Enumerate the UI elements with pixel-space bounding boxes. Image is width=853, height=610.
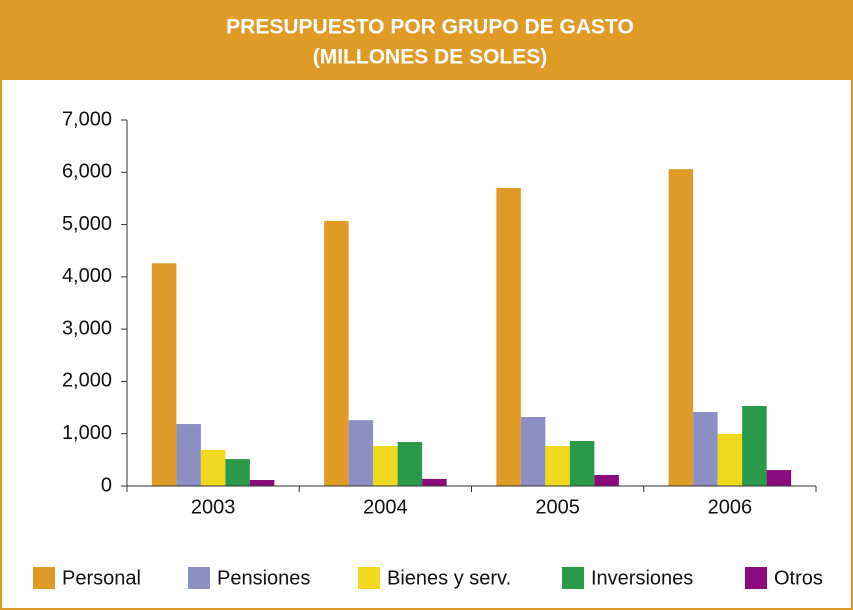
bar	[176, 424, 201, 486]
chart-title: PRESUPUESTO POR GRUPO DE GASTO	[226, 16, 634, 39]
bar	[742, 406, 767, 486]
bar	[717, 433, 743, 486]
legend-swatch	[188, 567, 210, 589]
legend-label: Otros	[774, 567, 823, 589]
bar	[668, 169, 694, 487]
legend-label: Bienes y serv.	[387, 567, 511, 589]
bar	[520, 416, 546, 486]
x-tick-label: 2004	[363, 496, 408, 518]
y-tick-label: 4,000	[62, 265, 112, 287]
bar	[200, 449, 226, 486]
y-tick-label: 2,000	[62, 370, 112, 392]
y-tick-label: 7,000	[62, 108, 112, 130]
bar	[693, 412, 718, 486]
bar	[496, 187, 521, 486]
y-tick-label: 0	[101, 474, 112, 496]
legend-swatch	[33, 567, 55, 589]
bar	[348, 420, 374, 486]
legend-swatch	[745, 567, 767, 589]
x-tick-label: 2006	[708, 496, 753, 518]
bar	[569, 441, 595, 486]
y-tick-label: 6,000	[62, 161, 112, 183]
legend-swatch	[358, 567, 380, 589]
legend-label: Personal	[62, 567, 141, 589]
y-tick-label: 1,000	[62, 422, 112, 444]
bar	[225, 459, 250, 486]
y-tick-label: 3,000	[62, 317, 112, 339]
bar	[594, 475, 619, 486]
bar	[422, 478, 447, 486]
x-tick-label: 2005	[535, 496, 580, 518]
legend-label: Pensiones	[217, 567, 310, 589]
legend-label: Inversiones	[591, 567, 693, 589]
bar	[249, 479, 275, 486]
bar	[545, 446, 570, 486]
chart-subtitle: (MILLONES DE SOLES)	[313, 46, 548, 69]
y-tick-label: 5,000	[62, 213, 112, 235]
x-tick-label: 2003	[191, 496, 236, 518]
bar	[151, 263, 177, 486]
header	[0, 0, 853, 80]
bar	[324, 220, 349, 486]
bar	[766, 470, 792, 486]
bar	[397, 442, 423, 486]
legend-swatch	[562, 567, 584, 589]
bar	[373, 446, 398, 486]
